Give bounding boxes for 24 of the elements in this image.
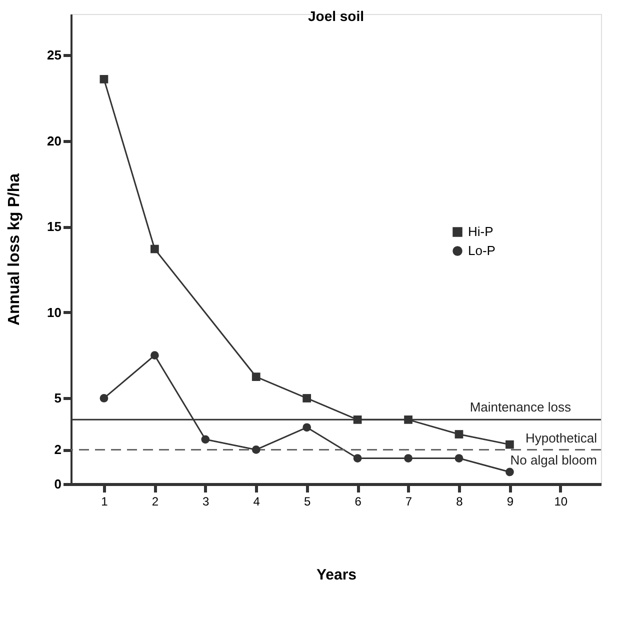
y-tick-label: 5 — [54, 390, 62, 406]
x-tick-label: 2 — [152, 494, 159, 508]
y-tick-label: 15 — [47, 219, 62, 234]
ref-line-label: Hypothetical No algal bloom — [510, 430, 598, 468]
x-tick-label: 4 — [253, 494, 260, 508]
y-tick-label: 25 — [47, 48, 62, 63]
y-tick-label: 0 — [54, 476, 62, 492]
ref-line-label: Maintenance loss — [470, 400, 572, 415]
chart-title: Joel soil — [308, 8, 364, 24]
x-tick-label: 9 — [506, 494, 514, 508]
y-tick-label: 20 — [47, 133, 62, 148]
x-axis-title: Years — [316, 566, 357, 584]
y-axis-title: Annual loss kg P/ha — [6, 173, 24, 326]
x-tick-label: 6 — [354, 494, 362, 508]
y-tick-label: 10 — [47, 304, 62, 320]
y-tick-label: 2 — [54, 442, 62, 458]
legend-label: Lo-P — [468, 243, 496, 258]
x-tick-label: 10 — [554, 494, 568, 508]
x-tick-label: 7 — [405, 494, 412, 508]
x-tick-label: 8 — [456, 494, 464, 508]
legend-label: Hi-P — [468, 224, 494, 239]
x-tick-label: 1 — [101, 494, 108, 508]
x-tick-label: 5 — [304, 494, 311, 508]
x-tick-label: 3 — [202, 494, 210, 508]
